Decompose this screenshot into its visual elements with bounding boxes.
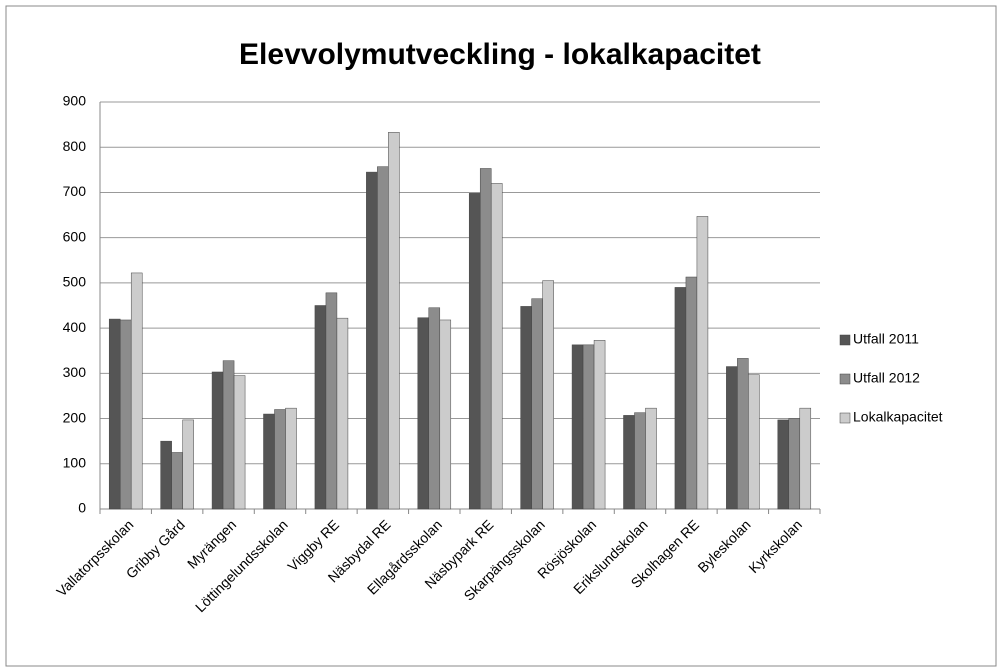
bar bbox=[531, 298, 543, 510]
bar bbox=[685, 276, 698, 510]
bar bbox=[274, 409, 286, 510]
bar bbox=[490, 183, 503, 510]
bar bbox=[737, 358, 749, 510]
legend-label: Lokalkapacitet bbox=[853, 409, 943, 425]
bar bbox=[336, 317, 349, 510]
y-tick-label: 500 bbox=[63, 274, 87, 290]
chart-title: Elevvolymutveckling - lokalkapacitet bbox=[239, 38, 761, 71]
y-tick-label: 600 bbox=[63, 228, 87, 244]
bar bbox=[674, 287, 687, 510]
bar bbox=[479, 168, 492, 510]
legend-swatch bbox=[839, 412, 851, 424]
bar bbox=[417, 317, 430, 510]
bar bbox=[366, 171, 378, 510]
bar bbox=[777, 419, 790, 510]
y-tick-label: 700 bbox=[63, 183, 87, 199]
y-tick-label: 900 bbox=[63, 93, 87, 109]
bar bbox=[593, 340, 606, 510]
bar bbox=[233, 375, 246, 510]
bar bbox=[788, 418, 801, 510]
bar bbox=[325, 292, 338, 510]
y-tick-label: 200 bbox=[63, 409, 87, 425]
bar bbox=[582, 344, 595, 510]
bar bbox=[314, 305, 327, 510]
bar bbox=[696, 216, 709, 510]
bar bbox=[130, 272, 143, 510]
legend-label: Utfall 2011 bbox=[853, 331, 919, 347]
bar bbox=[542, 280, 554, 510]
y-tick-label: 800 bbox=[63, 138, 87, 154]
y-tick-label: 0 bbox=[78, 500, 86, 516]
bar bbox=[520, 306, 532, 510]
y-tick-label: 300 bbox=[63, 364, 87, 380]
bar bbox=[182, 419, 194, 510]
legend-swatch bbox=[839, 373, 851, 385]
bar bbox=[108, 318, 121, 510]
bar bbox=[645, 407, 657, 510]
bar bbox=[222, 360, 235, 510]
bar bbox=[428, 307, 441, 510]
bar bbox=[799, 407, 812, 510]
legend-label: Utfall 2012 bbox=[853, 370, 920, 386]
bar bbox=[439, 319, 452, 510]
bar bbox=[211, 371, 224, 510]
bar bbox=[377, 166, 389, 510]
legend-swatch bbox=[839, 334, 851, 346]
bar bbox=[571, 344, 584, 510]
bar bbox=[623, 415, 635, 510]
bar bbox=[748, 374, 760, 510]
bar bbox=[388, 132, 400, 510]
bar bbox=[285, 407, 297, 510]
y-tick-label: 400 bbox=[63, 319, 87, 335]
bar bbox=[263, 413, 275, 510]
bar bbox=[171, 452, 183, 510]
bar bbox=[160, 440, 172, 510]
bar bbox=[726, 366, 738, 510]
bar bbox=[634, 412, 646, 510]
bar bbox=[468, 193, 481, 510]
y-tick-label: 100 bbox=[63, 454, 87, 470]
bar bbox=[119, 319, 132, 510]
